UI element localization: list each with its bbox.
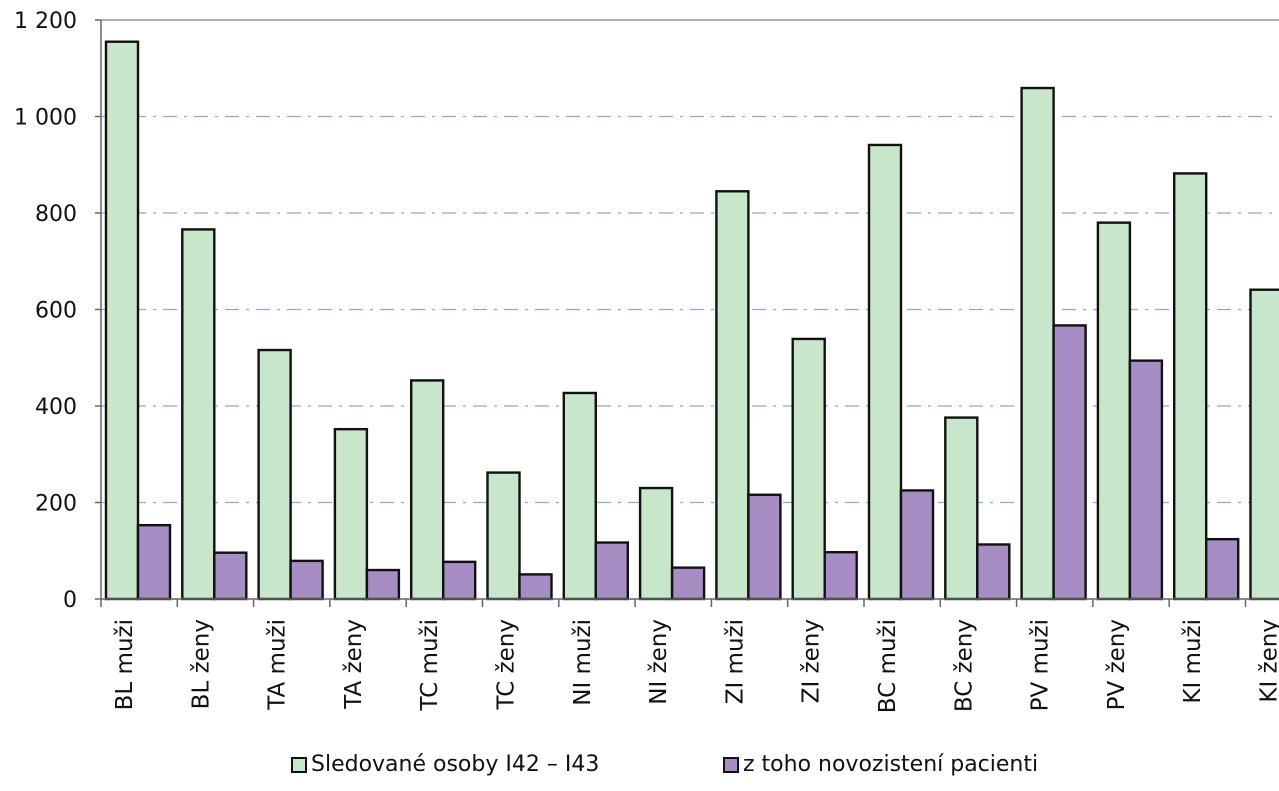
x-tick-label: BC ženy — [951, 619, 977, 712]
x-tick-label: TA ženy — [341, 619, 367, 710]
y-tick-label: 0 — [63, 588, 77, 613]
y-tick-label: 400 — [35, 395, 77, 420]
bar-novozisteni — [823, 550, 858, 601]
bar-novozisteni — [365, 568, 401, 601]
bar-sledovane — [1020, 86, 1055, 601]
bar-sledovane — [1172, 172, 1208, 601]
x-tick-label: ZI muži — [722, 619, 748, 704]
bar-novozisteni — [518, 573, 553, 601]
bar-novozisteni — [442, 560, 477, 601]
x-tick-label: PV muži — [1028, 619, 1054, 711]
x-tick-label: TC muži — [417, 619, 443, 712]
x-tick-label: BC muži — [875, 619, 901, 713]
bar-sledovane — [944, 416, 979, 601]
bar-novozisteni — [899, 489, 935, 601]
bar-novozisteni — [747, 493, 782, 601]
x-tick-label: BL muži — [112, 619, 138, 710]
y-tick-label: 1 200 — [14, 9, 77, 34]
bar-novozisteni — [1128, 359, 1164, 601]
bar-sledovane — [257, 348, 292, 601]
bar-novozisteni — [976, 543, 1011, 601]
bar-sledovane — [638, 486, 674, 601]
x-tick-label: NI muži — [570, 619, 596, 706]
bar-sledovane — [104, 40, 140, 601]
bar-sledovane — [486, 471, 521, 601]
y-tick-label: 200 — [35, 492, 77, 517]
y-tick-label: 600 — [35, 299, 77, 324]
y-tick-label: 1 000 — [14, 106, 77, 131]
x-tick-label: TC ženy — [494, 619, 520, 710]
bar-novozisteni — [213, 551, 248, 601]
bar-sledovane — [181, 228, 216, 601]
x-tick-label: KI muži — [1180, 619, 1206, 704]
bar-chart: 0 200 400 600 800 1 000 1 200 BL muži BL ženy TA … — [14, 9, 1279, 713]
bar-sledovane — [1096, 221, 1132, 601]
bar-novozisteni — [1204, 537, 1240, 601]
x-tick-label: KI ženy — [1257, 619, 1279, 703]
legend-label-sledovane: Sledované osoby I42 – I43 — [311, 752, 600, 777]
x-tick-label: BL ženy — [188, 619, 214, 709]
x-tick-label: ZI ženy — [799, 619, 825, 703]
x-tick-label: NI ženy — [646, 619, 672, 705]
legend-swatch-sledovane — [291, 757, 307, 773]
bar-sledovane — [333, 427, 369, 601]
bar-sledovane — [562, 391, 597, 601]
bar-novozisteni — [289, 559, 324, 601]
bar-sledovane — [1249, 288, 1279, 601]
legend: Sledované osoby I42 – I43 z toho novozis… — [0, 752, 1279, 786]
x-tick-label: PV ženy — [1104, 619, 1130, 710]
bar-sledovane — [867, 143, 903, 601]
bar-novozisteni — [594, 541, 629, 601]
bar-novozisteni — [1052, 324, 1087, 601]
x-tick-label: TA muži — [265, 619, 291, 711]
bar-sledovane — [715, 190, 750, 601]
legend-item-novozisteni: z toho novozistení pacienti — [723, 752, 1038, 777]
y-tick-label: 800 — [35, 202, 77, 227]
bar-sledovane — [410, 379, 445, 601]
bar-novozisteni — [136, 523, 172, 601]
legend-swatch-novozisteni — [723, 757, 739, 773]
bar-sledovane — [791, 337, 826, 601]
bar-novozisteni — [670, 566, 706, 601]
legend-label-novozisteni: z toho novozistení pacienti — [743, 752, 1039, 777]
legend-item-sledovane: Sledované osoby I42 – I43 — [291, 752, 599, 777]
